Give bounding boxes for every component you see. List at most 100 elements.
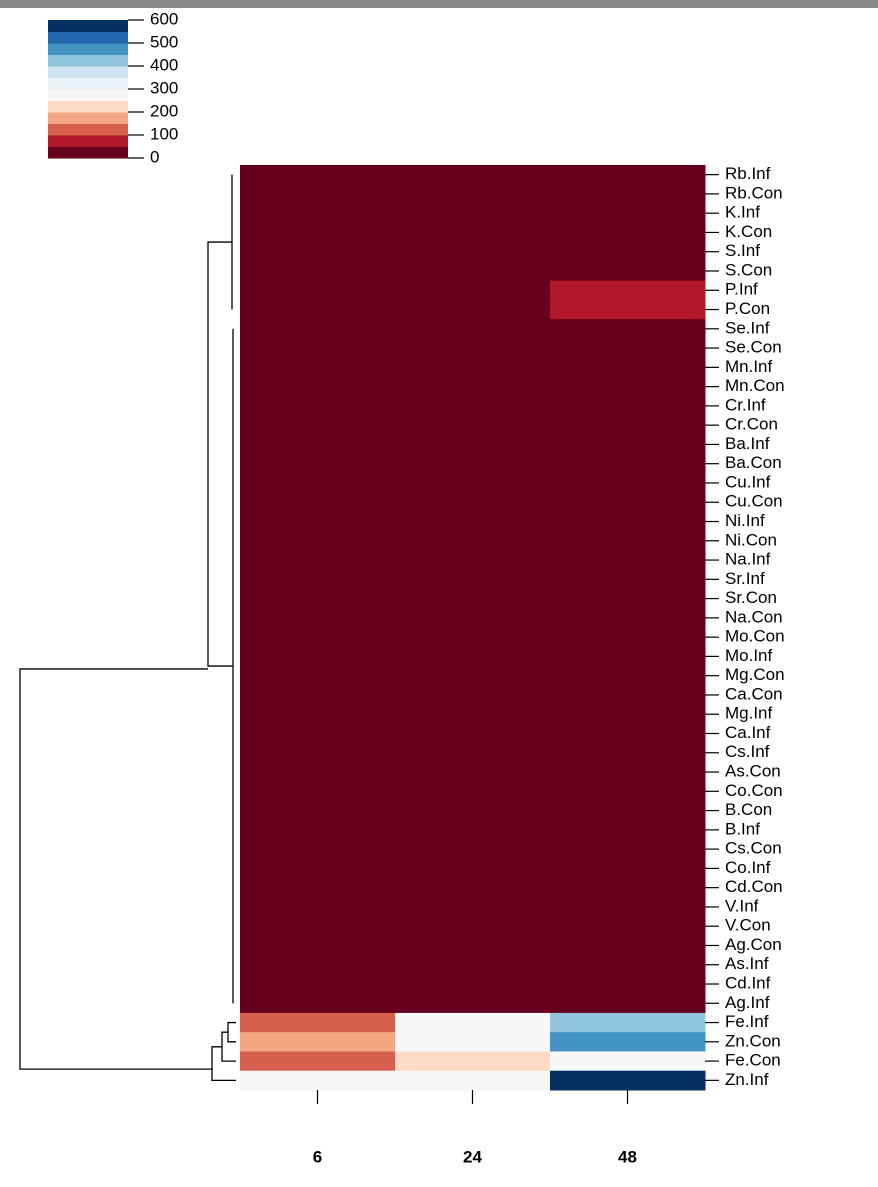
heatmap-cell <box>550 955 706 975</box>
row-label: Cr.Con <box>725 415 778 434</box>
row-label: Cs.Inf <box>725 742 770 761</box>
row-label: Rb.Con <box>725 183 783 202</box>
column-label: 24 <box>463 1147 482 1166</box>
heatmap-cell <box>395 203 551 224</box>
row-label: K.Con <box>725 222 772 241</box>
heatmap-cell <box>550 820 706 840</box>
heatmap-cell <box>240 396 396 417</box>
heatmap-cell <box>240 222 396 243</box>
heatmap-cell <box>395 781 551 802</box>
heatmap-cell <box>395 492 551 513</box>
heatmap-cell <box>395 434 551 455</box>
heatmap-cell <box>550 858 706 879</box>
heatmap-cell <box>395 299 551 320</box>
legend-color-band <box>48 31 128 44</box>
heatmap-cell <box>550 1032 706 1052</box>
legend-color-band <box>48 66 128 78</box>
row-label: Zn.Inf <box>725 1070 769 1089</box>
heatmap-cell <box>240 646 396 667</box>
heatmap-cell <box>550 531 706 551</box>
heatmap-cell <box>240 685 396 706</box>
heatmap-cell <box>395 1012 551 1033</box>
heatmap-cell <box>550 608 706 628</box>
heatmap-cell <box>240 299 396 320</box>
legend-color-band <box>48 43 128 55</box>
row-label: Na.Con <box>725 607 783 626</box>
heatmap-cell <box>240 1070 396 1091</box>
heatmap-cell <box>395 723 551 744</box>
heatmap-cell <box>395 184 551 205</box>
heatmap-cell <box>550 781 706 802</box>
heatmap-cell <box>550 550 706 571</box>
heatmap-cell <box>550 338 706 359</box>
row-label: Ni.Con <box>725 530 777 549</box>
heatmap-cell <box>240 762 396 783</box>
heatmap-cell <box>395 511 551 532</box>
heatmap-cell <box>240 955 396 975</box>
heatmap-cell <box>395 608 551 628</box>
heatmap-cell <box>240 569 396 590</box>
row-label: B.Con <box>725 800 772 819</box>
heatmap-cell <box>240 839 396 860</box>
heatmap-cell <box>240 550 396 571</box>
row-label: Ba.Inf <box>725 434 770 453</box>
row-label: Cs.Con <box>725 839 782 858</box>
row-label: Ni.Inf <box>725 511 765 530</box>
legend-color-band <box>48 89 128 101</box>
heatmap-cell <box>550 569 706 590</box>
heatmap-cell <box>395 396 551 417</box>
legend-tick-label: 0 <box>150 147 159 166</box>
row-label: Fe.Con <box>725 1051 781 1070</box>
heatmap-cell <box>395 588 551 609</box>
heatmap-cell <box>550 222 706 243</box>
row-label: Na.Inf <box>725 550 771 569</box>
heatmap-cell <box>395 222 551 243</box>
row-label: Sr.Inf <box>725 569 765 588</box>
row-label: Mo.Inf <box>725 646 773 665</box>
heatmap-cell <box>395 531 551 551</box>
heatmap-cell <box>550 743 706 763</box>
heatmap-cell <box>240 1032 396 1052</box>
heatmap-cell <box>550 1070 706 1091</box>
heatmap-cell <box>240 473 396 494</box>
heatmap-cell <box>240 743 396 763</box>
heatmap-cell <box>550 165 706 185</box>
heatmap-cell <box>395 974 551 995</box>
heatmap-cell <box>240 723 396 744</box>
heatmap-cell <box>395 242 551 262</box>
row-label: Mn.Con <box>725 376 785 395</box>
heatmap-cell <box>395 454 551 474</box>
heatmap-cell <box>550 646 706 667</box>
heatmap-cell <box>240 319 396 339</box>
dendrogram-branch <box>207 241 233 667</box>
row-label: S.Con <box>725 260 772 279</box>
column-label: 48 <box>618 1147 637 1166</box>
row-label: Ag.Inf <box>725 993 770 1012</box>
heatmap-cell <box>240 531 396 551</box>
heatmap-cell <box>240 916 396 937</box>
heatmap-cell <box>240 357 396 378</box>
legend-tick-label: 400 <box>150 55 178 74</box>
heatmap-cell <box>550 993 706 1014</box>
row-label: Zn.Con <box>725 1031 781 1050</box>
heatmap-cell <box>550 878 706 898</box>
heatmap-cell <box>395 1051 551 1072</box>
heatmap-cell <box>550 184 706 205</box>
heatmap-cell <box>240 415 396 436</box>
heatmap-cell <box>240 376 396 397</box>
dendrogram-branch <box>19 668 212 1070</box>
row-label: As.Con <box>725 762 781 781</box>
heatmap-cell <box>240 434 396 455</box>
heatmap-cell <box>240 511 396 532</box>
row-label: V.Inf <box>725 896 759 915</box>
heatmap-cell <box>395 357 551 378</box>
heatmap-cell <box>395 743 551 763</box>
legend-color-band <box>48 135 128 147</box>
row-label: Co.Con <box>725 781 783 800</box>
heatmap-cell <box>550 1051 706 1072</box>
heatmap-cell <box>240 242 396 262</box>
heatmap-cell <box>395 955 551 975</box>
heatmap-cell <box>550 242 706 262</box>
heatmap-cell <box>240 338 396 359</box>
row-label: P.Con <box>725 299 770 318</box>
